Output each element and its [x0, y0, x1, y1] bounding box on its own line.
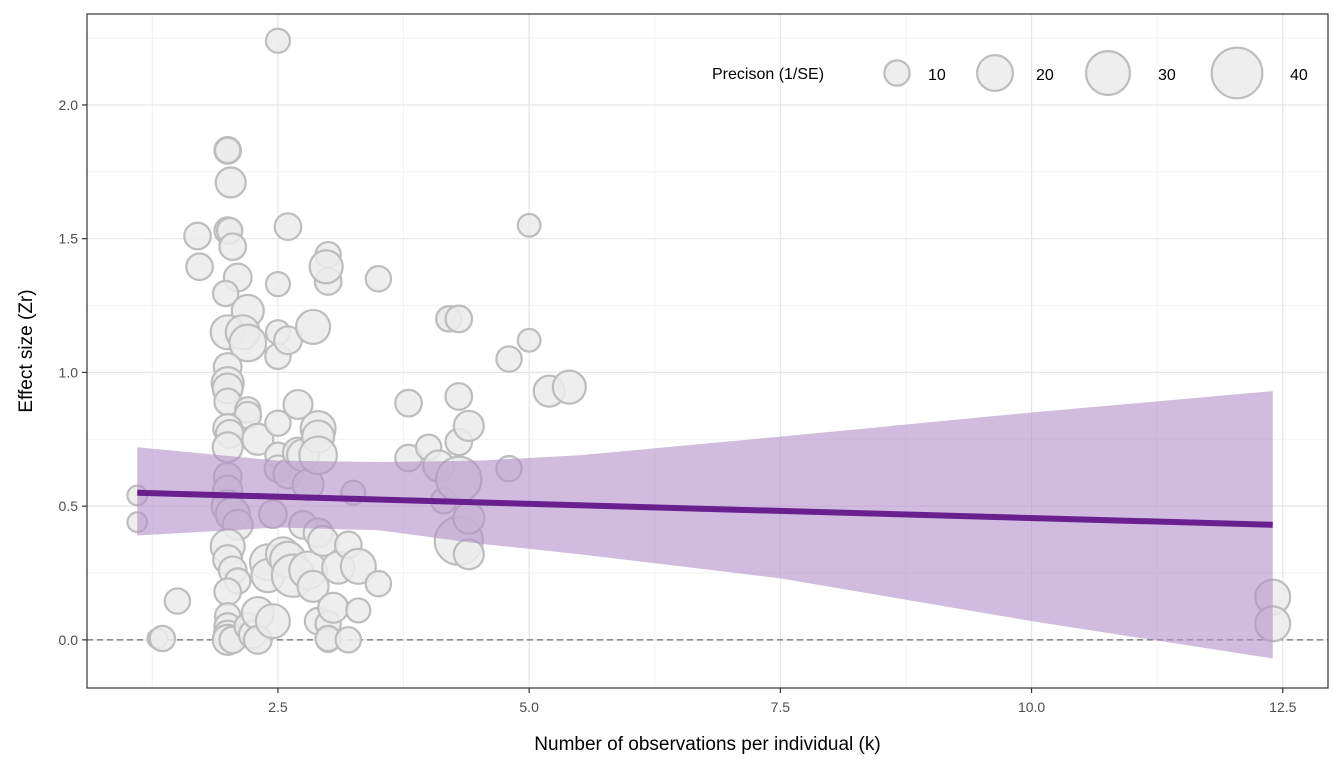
y-tick-label: 1.5 [59, 231, 79, 247]
legend: Precison (1/SE) 10 20 30 40 [712, 43, 1308, 103]
regression-line-layer [137, 489, 1273, 528]
y-tick-label: 0.5 [59, 498, 79, 514]
data-point [185, 252, 214, 282]
regression-line [137, 489, 1273, 528]
data-point [364, 265, 393, 293]
data-point [148, 624, 177, 653]
data-point [516, 212, 542, 238]
data-point [214, 166, 247, 199]
data-point [228, 323, 268, 363]
y-tick-label: 2.0 [59, 97, 79, 113]
y-tick-label: 0.0 [59, 632, 79, 648]
legend-title: Precison (1/SE) [712, 66, 824, 83]
data-point [308, 249, 344, 285]
legend-key-label: 10 [928, 67, 946, 84]
y-axis: 0.0 0.5 1.0 1.5 2.0 [59, 97, 87, 648]
legend-key-circle [976, 54, 1014, 92]
data-point [264, 27, 292, 54]
x-tick-label: 10.0 [1018, 699, 1045, 715]
data-point [516, 327, 542, 353]
data-point [364, 569, 393, 598]
x-tick-label: 7.5 [771, 699, 791, 715]
data-point [334, 626, 363, 654]
x-tick-label: 5.0 [519, 699, 539, 715]
data-point [452, 409, 485, 442]
data-point [183, 221, 212, 251]
legend-key-circle [1210, 46, 1264, 100]
data-point [452, 538, 485, 571]
x-axis-title: Number of observations per individual (k… [534, 734, 880, 755]
legend-key-circle [883, 59, 911, 87]
data-point [295, 308, 332, 345]
data-point [264, 271, 292, 298]
legend-key-circle [1084, 49, 1132, 97]
data-point [345, 597, 372, 624]
data-point [254, 603, 291, 640]
data-point [444, 382, 474, 411]
legend-key-label: 40 [1290, 67, 1308, 84]
x-tick-label: 2.5 [268, 699, 288, 715]
data-point [551, 369, 587, 405]
data-point [394, 388, 423, 418]
confidence-band [137, 391, 1273, 659]
legend-key-label: 30 [1158, 67, 1176, 84]
data-point [339, 547, 377, 585]
data-point [211, 279, 240, 308]
data-point [241, 422, 275, 456]
x-tick-label: 12.5 [1269, 699, 1296, 715]
panel-border [86, 13, 1329, 689]
data-point [444, 304, 474, 334]
confidence-band-layer [137, 391, 1273, 659]
data-point [218, 232, 248, 262]
data-point [213, 136, 242, 165]
y-tick-label: 1.0 [59, 364, 79, 380]
data-point [317, 591, 350, 624]
data-point [495, 345, 523, 373]
data-point [273, 212, 303, 241]
data-point [282, 388, 314, 421]
x-axis: 2.5 5.0 7.5 10.0 12.5 [268, 688, 1297, 715]
data-point [264, 409, 292, 437]
data-point [296, 569, 330, 603]
y-axis-title: Effect size (Zr) [16, 289, 37, 412]
data-point [213, 577, 243, 607]
data-point [163, 587, 192, 615]
legend-key-label: 20 [1036, 67, 1054, 84]
